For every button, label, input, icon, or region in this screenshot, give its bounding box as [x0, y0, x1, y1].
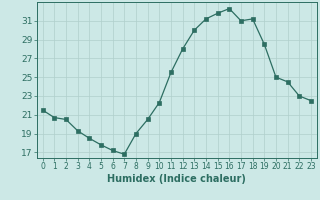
X-axis label: Humidex (Indice chaleur): Humidex (Indice chaleur) [108, 174, 246, 184]
